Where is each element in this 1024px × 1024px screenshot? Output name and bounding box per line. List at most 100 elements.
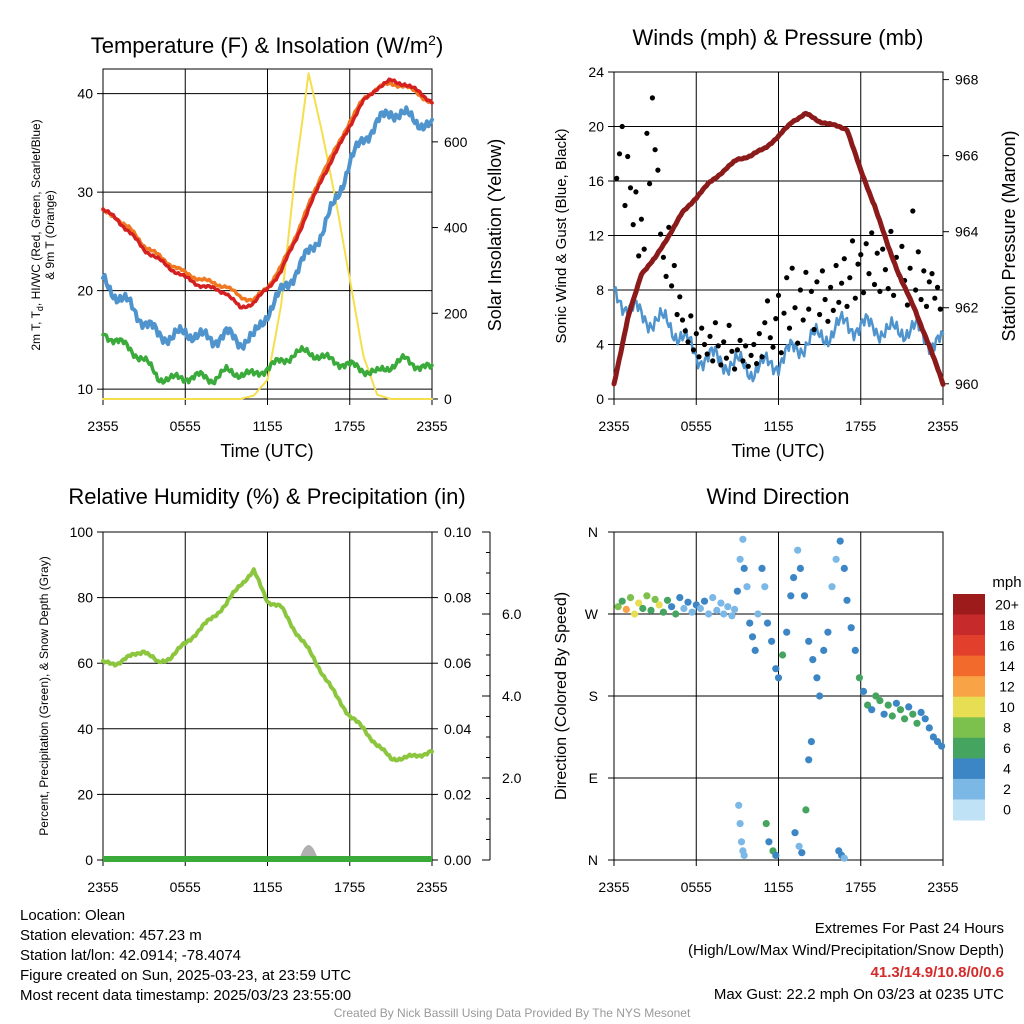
- wind-xtick-label-0: 2355: [598, 418, 629, 434]
- direction-title: Wind Direction: [706, 484, 849, 509]
- colorbar-label-10: 0: [1003, 802, 1011, 818]
- direction-point-1: [618, 597, 626, 605]
- gust-point-43: [732, 366, 738, 372]
- temp-ytick-label-0: 10: [77, 381, 93, 397]
- winds-y-axis-label: Sonic Wind & Gust (Blue, Black): [553, 128, 570, 343]
- gust-point-115: [929, 271, 935, 277]
- gust-point-44: [734, 347, 741, 353]
- direction-point-4: [631, 610, 639, 618]
- gust-point-74: [817, 311, 823, 318]
- gust-point-42: [729, 348, 735, 354]
- gust-point-15: [655, 167, 661, 173]
- wind-ytick-label-5: 20: [588, 119, 604, 135]
- created-text: Figure created on Sun, 2025-03-23, at 23…: [20, 967, 352, 984]
- dir-xtick-label-0: 2355: [598, 879, 629, 895]
- precip-ytick-label-5: 0.10: [444, 524, 471, 540]
- location-text: Location: Olean: [20, 907, 126, 924]
- colorbar-label-2: 16: [999, 637, 1015, 653]
- colorbar-swatch-5: [953, 696, 985, 718]
- gust-point-80: [833, 262, 839, 269]
- dir-ytick-label-4: N: [588, 524, 598, 540]
- precip-ytick-label-2: 0.04: [444, 721, 471, 737]
- direction-point-21: [700, 597, 709, 605]
- gust-point-82: [839, 280, 845, 286]
- direction-point-91: [762, 820, 770, 828]
- direction-point-72: [884, 701, 892, 709]
- gust-point-95: [874, 250, 880, 256]
- max-gust-text: Max Gust: 22.2 mph On 03/23 at 0235 UTC: [713, 986, 1004, 1003]
- direction-point-98: [802, 806, 810, 814]
- gust-point-36: [712, 320, 719, 326]
- direction-point-67: [864, 701, 872, 709]
- recent-data-text: Most recent data timestamp: 2025/03/23 2…: [20, 987, 352, 1004]
- colorbar-label-6: 8: [1003, 720, 1011, 736]
- direction-point-22: [705, 610, 713, 618]
- gust-point-64: [789, 265, 795, 271]
- direction-point-40: [761, 583, 769, 591]
- direction-point-35: [746, 619, 754, 627]
- wind-xtick-label-4: 2355: [927, 418, 958, 434]
- colorbar: 20+ 18 16 14 12 10 8 6 4 2 0: [953, 594, 1019, 821]
- snow-ytick-label-0: 2.0: [502, 770, 522, 786]
- precip-ytick-label-4: 0.08: [444, 590, 471, 606]
- insolation-ytick-label-1: 200: [444, 305, 468, 321]
- colorbar-label-4: 12: [999, 679, 1015, 695]
- gust-point-21: [671, 262, 677, 269]
- gust-point-37: [715, 343, 721, 349]
- gust-point-11: [644, 130, 650, 136]
- extremes-legend: (High/Low/Max Wind/Precipitation/Snow De…: [688, 942, 1004, 959]
- gust-point-27: [688, 313, 694, 319]
- direction-point-14: [672, 610, 680, 618]
- direction-point-2: [622, 605, 630, 614]
- direction-point-96: [795, 842, 803, 850]
- gust-point-85: [847, 275, 853, 281]
- extremes-values: 41.3/14.9/10.8/0/0.6: [870, 964, 1004, 981]
- gust-point-72: [811, 326, 817, 333]
- pressure-ytick-label-4: 968: [955, 72, 979, 88]
- gust-point-32: [701, 341, 708, 348]
- gust-point-101: [891, 292, 897, 298]
- direction-y-axis-label: Direction (Colored By Speed): [553, 592, 570, 800]
- humidity-plot-area: 0 20 40 60 80 100 0.00 0.02 0.04 0.06 0.08 0.10 2.0 4…: [70, 524, 522, 895]
- elevation-text: Station elevation: 457.23 m: [20, 927, 202, 944]
- extremes-title: Extremes For Past 24 Hours: [814, 920, 1004, 937]
- gust-point-86: [849, 238, 856, 244]
- gust-point-38: [718, 362, 724, 368]
- gust-point-50: [751, 341, 757, 348]
- gust-point-84: [844, 303, 850, 309]
- colorbar-swatch-4: [953, 676, 985, 698]
- gust-point-68: [800, 317, 806, 323]
- gust-point-13: [649, 95, 656, 101]
- colorbar-swatch-0: [953, 594, 985, 615]
- pressure-ytick-label-1: 962: [955, 300, 979, 316]
- direction-point-33: [740, 564, 748, 573]
- gust-point-65: [792, 305, 798, 311]
- direction-point-92: [765, 838, 773, 846]
- direction-point-18: [688, 608, 696, 616]
- direction-point-20: [696, 604, 705, 613]
- gust-point-91: [863, 241, 869, 247]
- gust-point-47: [743, 343, 749, 349]
- pressure-ytick-label-3: 966: [955, 148, 979, 164]
- direction-point-38: [754, 610, 762, 618]
- direction-point-103: [840, 854, 848, 862]
- gust-point-48: [745, 363, 751, 369]
- direction-point-37: [751, 646, 759, 655]
- colorbar-label-7: 6: [1003, 740, 1011, 756]
- gust-point-12: [647, 181, 653, 187]
- gust-point-70: [806, 306, 812, 312]
- rh-xtick-label-3: 1755: [334, 879, 365, 895]
- gust-point-89: [858, 252, 864, 258]
- dir-xtick-label-2: 1155: [763, 879, 793, 895]
- temp-frame: [102, 68, 433, 400]
- direction-point-7: [643, 592, 651, 600]
- gust-point-83: [841, 256, 847, 262]
- gust-point-57: [770, 344, 776, 350]
- gust-point-24: [679, 317, 686, 323]
- gust-point-45: [737, 337, 743, 343]
- direction-point-61: [840, 564, 848, 573]
- direction-point-26: [720, 610, 728, 618]
- gust-point-6: [630, 222, 636, 228]
- colorbar-swatch-6: [953, 717, 985, 739]
